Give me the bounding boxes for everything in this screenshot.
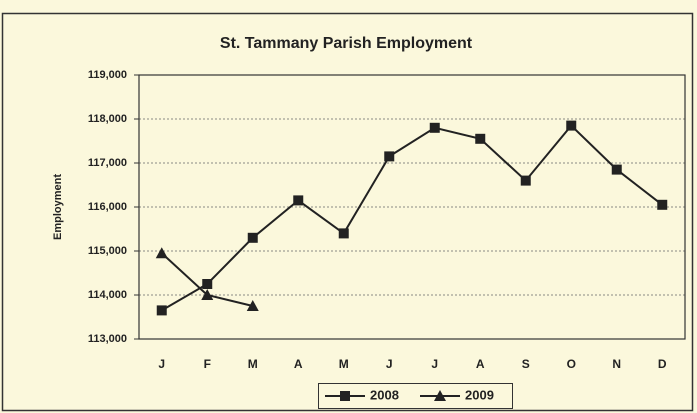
x-tick-label: A [476,357,485,371]
x-tick-label: J [431,357,438,371]
legend-marker [340,391,350,401]
legend-marker [434,390,446,401]
x-tick-label: M [339,357,349,371]
plot-border [138,74,686,340]
marker [657,199,668,210]
x-tick-label: S [522,357,530,371]
x-tick-label: O [567,357,576,371]
legend-label: 2009 [465,387,494,402]
y-tick-label: 115,000 [88,245,127,257]
y-tick-label: 117,000 [88,157,127,169]
chart-border [1,12,694,412]
y-tick-label: 119,000 [88,69,127,81]
x-tick-label: A [294,357,303,371]
marker [156,305,167,316]
marker [384,151,395,162]
x-tick-label: D [658,357,667,371]
x-tick-label: J [386,357,393,371]
x-tick-label: F [204,357,211,371]
marker [475,133,486,144]
y-tick-label: 113,000 [88,333,127,345]
x-tick-label: M [248,357,258,371]
marker [246,300,259,311]
marker [201,289,214,300]
marker [611,164,622,175]
marker [429,122,440,133]
legend-label: 2008 [370,387,399,402]
marker [566,120,577,131]
y-axis-label: Employment [52,174,64,240]
marker [520,175,531,186]
marker [155,247,168,259]
chart-title: St. Tammany Parish Employment [220,35,473,52]
y-tick-label: 118,000 [88,113,127,125]
x-tick-label: N [612,357,621,371]
x-tick-label: J [158,357,165,371]
marker [338,228,349,239]
y-tick-label: 116,000 [88,201,127,213]
marker [202,279,213,289]
series-line [161,124,663,312]
marker [247,232,258,243]
y-tick-label: 114,000 [88,289,127,301]
marker [293,195,304,206]
